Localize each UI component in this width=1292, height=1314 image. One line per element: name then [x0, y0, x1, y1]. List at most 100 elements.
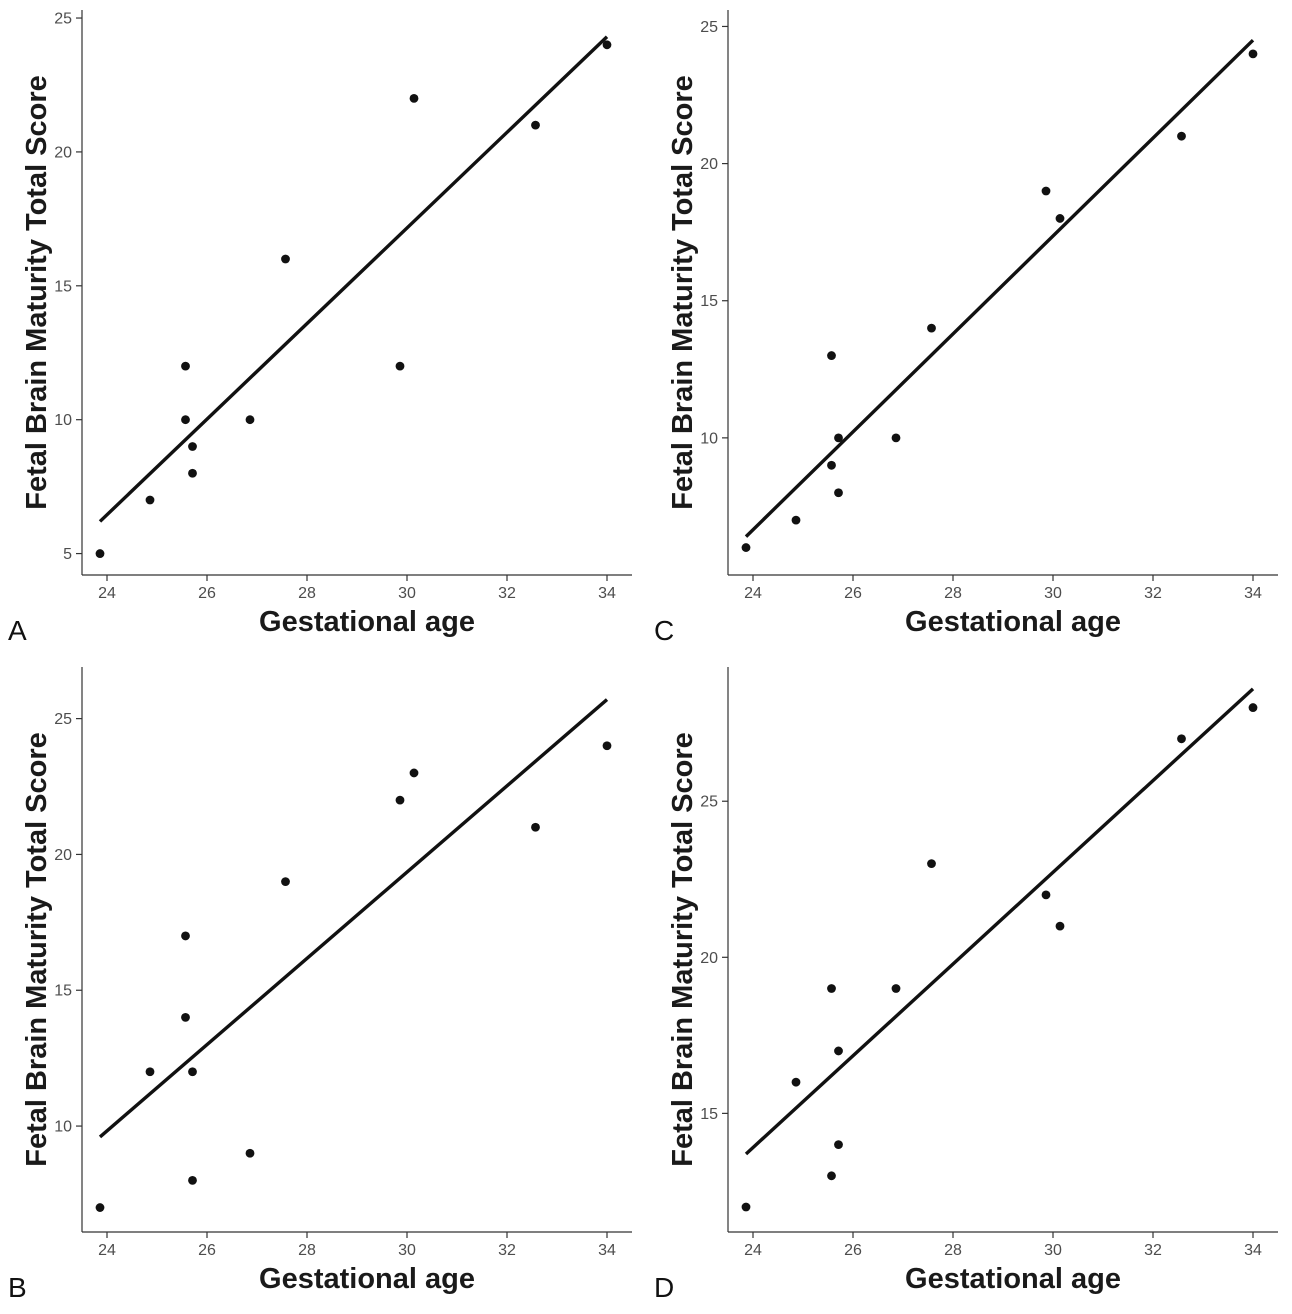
scatter-plot-c: 24 26 28 30 32 34 10 15 20 25 Gestational age Fetal… [654, 10, 1278, 646]
x-tick-label: 26 [844, 585, 862, 602]
scatter-plot-b: 24 26 28 30 32 34 10 15 20 25 Gestational age Fetal… [8, 667, 632, 1303]
data-point [281, 254, 290, 264]
data-point [927, 859, 936, 869]
x-tick-label: 26 [844, 1242, 862, 1259]
data-point [188, 1067, 197, 1077]
x-tick-label: 26 [198, 1242, 216, 1259]
data-point [145, 1067, 155, 1077]
data-point [1177, 131, 1186, 141]
data-point [827, 460, 836, 470]
data-point [827, 984, 836, 993]
y-axis-title: Fetal Brain Maturity Total Score [667, 732, 699, 1167]
data-point [834, 488, 843, 498]
data-point [181, 415, 190, 425]
data-point [1248, 49, 1258, 59]
x-tick-label: 28 [298, 585, 316, 602]
y-tick-label: 25 [700, 794, 718, 811]
regression-line [744, 687, 1255, 1156]
data-point [834, 1140, 843, 1149]
data-point [145, 495, 155, 505]
data-point [827, 351, 836, 360]
y-tick-label: 10 [700, 430, 718, 447]
data-point [281, 877, 290, 886]
data-point [602, 40, 612, 50]
x-tick-label: 28 [944, 1242, 962, 1259]
x-tick-label: 34 [598, 1242, 616, 1259]
panel-letter: A [8, 615, 27, 646]
data-point [791, 515, 801, 525]
data-point [927, 323, 936, 333]
chart-panel-d: 24 26 28 30 32 34 15 20 25 Gestational age Fetal B… [646, 657, 1292, 1314]
data-point [1041, 890, 1051, 900]
data-point [395, 795, 405, 805]
data-point [245, 1148, 255, 1158]
regression-line [744, 38, 1255, 538]
chart-panel-b: 24 26 28 30 32 34 10 15 20 25 Gestational age Fetal… [0, 657, 646, 1314]
y-tick-label: 15 [700, 1106, 718, 1123]
y-axis-title: Fetal Brain Maturity Total Score [21, 75, 53, 510]
regression-line [98, 35, 609, 523]
y-tick-label: 15 [54, 278, 72, 295]
data-point [531, 822, 540, 832]
data-point [834, 1046, 843, 1056]
x-axis-title: Gestational age [905, 1263, 1121, 1295]
y-tick-label: 20 [54, 144, 72, 161]
x-tick-label: 24 [744, 585, 762, 602]
data-point [1055, 214, 1065, 223]
x-tick-label: 34 [598, 585, 616, 602]
x-tick-label: 30 [1044, 585, 1062, 602]
data-point [95, 549, 105, 558]
x-tick-label: 30 [1044, 1242, 1062, 1259]
panel-letter: D [654, 1272, 674, 1303]
data-point [1041, 186, 1051, 196]
x-tick-label: 32 [1144, 585, 1162, 602]
x-tick-label: 24 [744, 1242, 762, 1259]
x-tick-label: 32 [498, 1242, 516, 1259]
y-tick-label: 15 [54, 983, 72, 1000]
y-tick-label: 25 [54, 11, 72, 28]
x-tick-label: 24 [98, 1242, 116, 1259]
x-tick-label: 34 [1244, 1242, 1262, 1259]
y-tick-label: 10 [54, 412, 72, 429]
data-point [741, 543, 751, 552]
data-point [245, 415, 255, 425]
x-tick-label: 34 [1244, 585, 1262, 602]
scatter-plot-d: 24 26 28 30 32 34 15 20 25 Gestational age Fetal B… [654, 667, 1278, 1303]
y-axis-title: Fetal Brain Maturity Total Score [21, 732, 53, 1167]
data-point [891, 433, 901, 443]
x-tick-label: 30 [398, 585, 416, 602]
x-axis-title: Gestational age [905, 606, 1121, 638]
y-tick-label: 20 [700, 156, 718, 173]
data-point [1177, 734, 1186, 744]
y-tick-label: 15 [700, 293, 718, 310]
data-point [827, 1171, 836, 1181]
y-tick-label: 10 [54, 1119, 72, 1136]
y-tick-label: 25 [54, 711, 72, 728]
data-point [891, 984, 901, 993]
x-tick-label: 32 [1144, 1242, 1162, 1259]
x-axis-title: Gestational age [259, 606, 475, 638]
data-point [409, 93, 419, 103]
y-axis-title: Fetal Brain Maturity Total Score [667, 75, 699, 510]
panel-letter: C [654, 615, 674, 646]
y-tick-label: 20 [700, 950, 718, 967]
x-tick-label: 28 [944, 585, 962, 602]
data-point [188, 1175, 197, 1185]
data-point [602, 741, 612, 751]
data-point [188, 442, 197, 451]
data-point [181, 1013, 190, 1022]
y-tick-label: 20 [54, 847, 72, 864]
x-tick-label: 26 [198, 585, 216, 602]
data-point [741, 1202, 751, 1212]
scatter-plot-a: 24 26 28 30 32 34 5 10 15 20 25 Gestational age Feta… [8, 10, 632, 646]
x-tick-label: 32 [498, 585, 516, 602]
data-point [188, 468, 197, 478]
regression-line [98, 698, 609, 1139]
data-point [791, 1077, 801, 1087]
x-tick-label: 30 [398, 1242, 416, 1259]
data-point [1055, 921, 1065, 931]
data-point [181, 361, 190, 371]
chart-panel-c: 24 26 28 30 32 34 10 15 20 25 Gestational age Fetal… [646, 0, 1292, 657]
x-axis-title: Gestational age [259, 1263, 475, 1295]
x-tick-label: 24 [98, 585, 116, 602]
